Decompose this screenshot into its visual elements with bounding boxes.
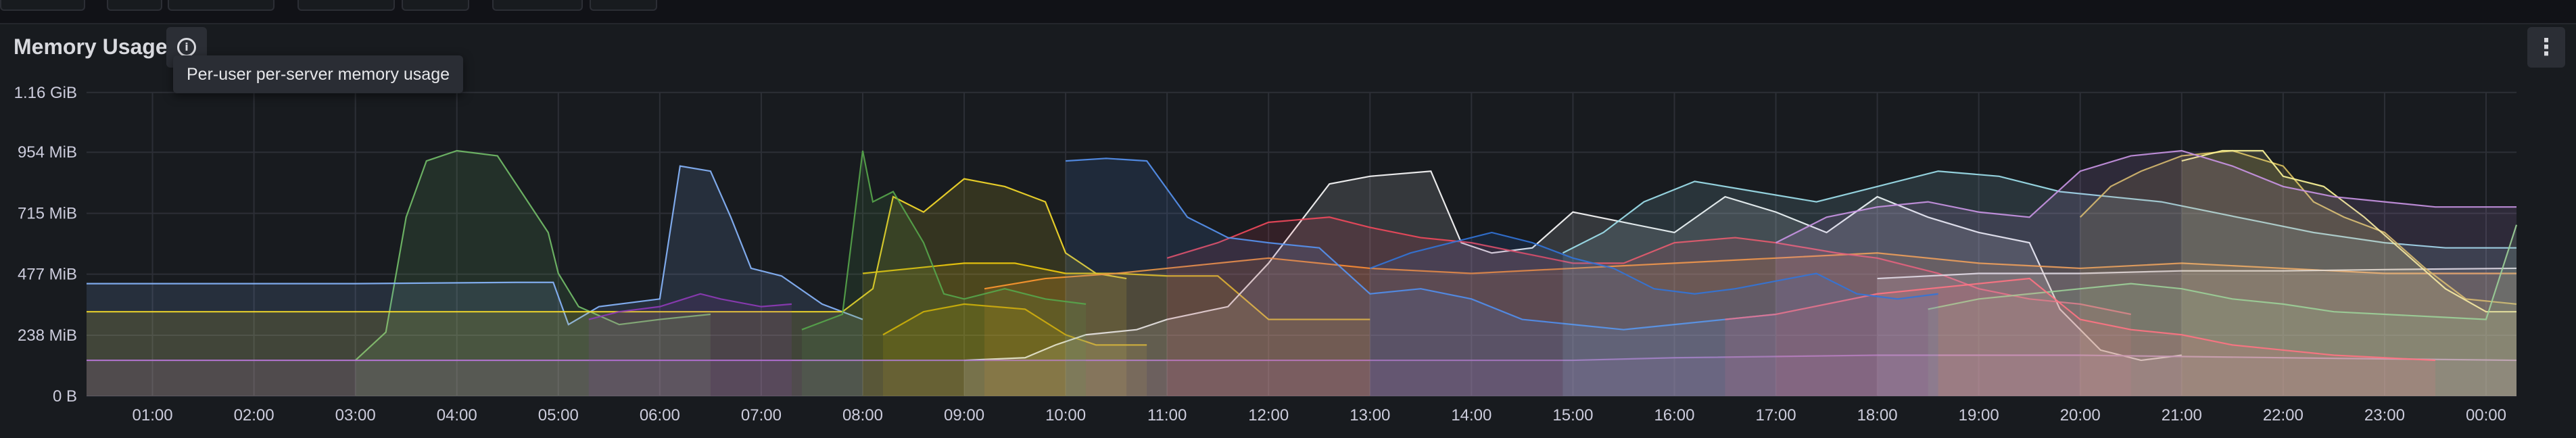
x-tick-label: 05:00 [538, 406, 579, 424]
series-area [1928, 224, 2517, 396]
series-line [354, 149, 711, 361]
series-area [87, 178, 1127, 396]
series-line [1725, 277, 2436, 362]
series-area [1877, 268, 2517, 396]
series-area [87, 166, 863, 396]
series-area [588, 293, 792, 396]
series-layer [87, 149, 2518, 396]
y-tick-label: 477 MiB [18, 266, 77, 284]
series-area [984, 253, 2517, 396]
series-line [588, 293, 792, 320]
toolbar-button[interactable] [492, 0, 583, 11]
series-line [984, 252, 2517, 290]
y-tick-label: 238 MiB [18, 326, 77, 345]
x-tick-label: 13:00 [1350, 406, 1390, 424]
series-area [1725, 278, 2435, 396]
series-area [882, 303, 1147, 396]
series-line [1166, 216, 2131, 316]
series-area [355, 150, 711, 396]
grid [87, 91, 2517, 397]
series-line [882, 303, 1147, 346]
series-line [87, 165, 863, 326]
series-line [87, 178, 1127, 313]
x-tick-label: 02:00 [234, 406, 275, 424]
series-line [87, 354, 2517, 362]
x-tick-label: 14:00 [1451, 406, 1492, 424]
x-tick-label: 11:00 [1147, 406, 1187, 424]
series-line [2079, 149, 2517, 305]
x-tick-label: 15:00 [1552, 406, 1593, 424]
series-line [1877, 267, 2517, 280]
y-tick-label: 1.16 GiB [14, 84, 77, 102]
series-area [964, 171, 2182, 396]
x-tick-label: 22:00 [2263, 406, 2304, 424]
series-area [862, 263, 1370, 396]
x-tick-label: 20:00 [2060, 406, 2101, 424]
panel-title: Memory Usage [14, 34, 168, 59]
series-line [1775, 149, 2517, 244]
x-tick-label: 07:00 [741, 406, 782, 424]
y-tick-label: 715 MiB [18, 205, 77, 223]
series-line [1066, 157, 1776, 331]
x-tick-label: 01:00 [133, 406, 173, 424]
series-area [1775, 150, 2517, 396]
series-area [2080, 150, 2517, 396]
panel-description-tooltip: Per-user per-server memory usage [173, 55, 464, 93]
kebab-menu-icon: ⋮ [2535, 34, 2558, 61]
toolbar-button[interactable] [107, 0, 162, 11]
toolbar-button[interactable] [168, 0, 275, 11]
series-area [1370, 232, 1938, 396]
y-tick-label: 0 B [53, 387, 77, 406]
x-tick-label: 00:00 [2466, 406, 2506, 424]
series-line [2181, 149, 2517, 313]
series-area [801, 150, 1087, 396]
series-line [801, 150, 1087, 331]
series-area [1066, 158, 1776, 396]
x-tick-label: 16:00 [1654, 406, 1694, 424]
x-tick-label: 12:00 [1248, 406, 1289, 424]
panel-menu-button[interactable]: ⋮ [2527, 27, 2565, 68]
x-tick-label: 21:00 [2162, 406, 2202, 424]
x-tick-label: 19:00 [1959, 406, 1999, 424]
toolbar-button[interactable] [297, 0, 395, 11]
toolbar-button[interactable] [402, 0, 469, 11]
series-line [1562, 170, 2517, 254]
x-tick-label: 23:00 [2364, 406, 2405, 424]
dashboard-toolbar [0, 0, 2576, 23]
series-line [963, 170, 2182, 362]
x-tick-label: 03:00 [335, 406, 376, 424]
x-tick-label: 17:00 [1756, 406, 1796, 424]
series-line [1928, 224, 2518, 320]
series-area [87, 355, 2517, 396]
x-tick-label: 09:00 [944, 406, 984, 424]
x-tick-label: 06:00 [640, 406, 680, 424]
toolbar-button[interactable] [0, 0, 85, 11]
series-area [2181, 150, 2517, 396]
x-tick-label: 10:00 [1045, 406, 1086, 424]
y-axis: 1.16 GiB 954 MiB 715 MiB 477 MiB 238 MiB 0 B [14, 84, 77, 406]
x-tick-label: 08:00 [842, 406, 883, 424]
x-axis: 01:00 02:00 03:00 04:00 05:00 06:00 07:00 08:00… [133, 406, 2507, 424]
x-tick-label: 04:00 [437, 406, 477, 424]
series-area [1563, 171, 2517, 396]
y-tick-label: 954 MiB [18, 143, 77, 162]
series-line [1369, 231, 1938, 300]
toolbar-button[interactable] [590, 0, 657, 11]
x-tick-label: 18:00 [1857, 406, 1898, 424]
